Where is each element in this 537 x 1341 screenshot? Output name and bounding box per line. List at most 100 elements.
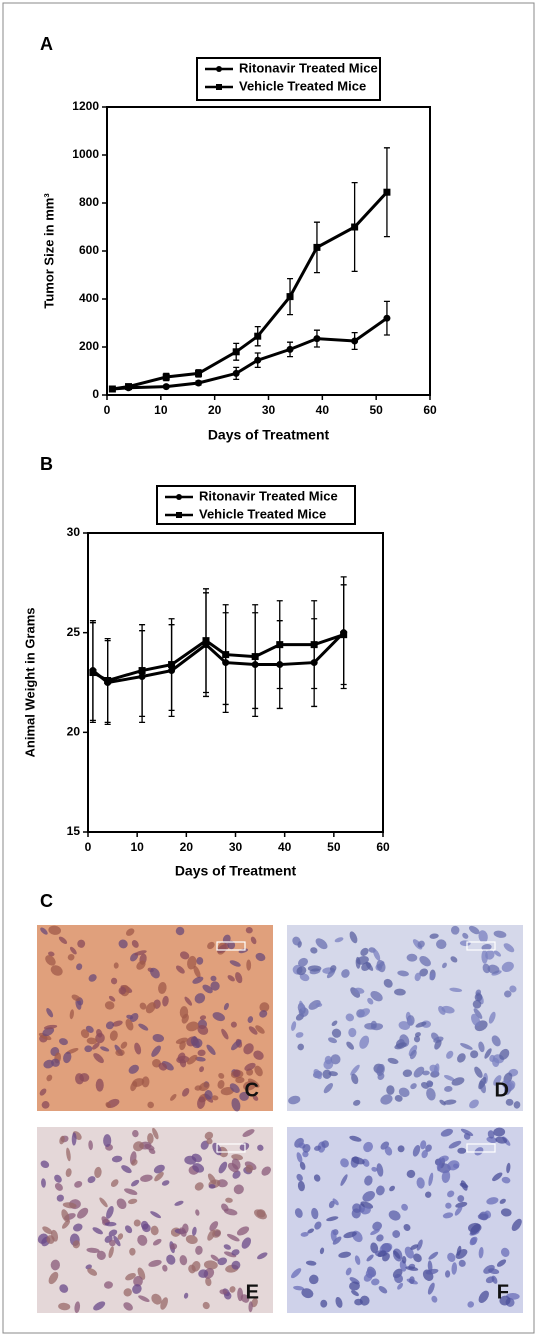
nucleus bbox=[50, 1058, 60, 1067]
nucleus bbox=[151, 1045, 161, 1057]
nucleus bbox=[295, 1032, 304, 1038]
y-tick-label: 15 bbox=[67, 824, 81, 838]
marker bbox=[310, 641, 318, 649]
nucleus bbox=[314, 1145, 322, 1151]
nucleus bbox=[364, 1175, 373, 1186]
nucleus bbox=[138, 1023, 149, 1031]
nucleus bbox=[125, 1018, 134, 1031]
nucleus bbox=[307, 965, 322, 972]
nucleus bbox=[160, 1297, 168, 1310]
nucleus bbox=[79, 1073, 90, 1082]
nucleus bbox=[88, 974, 97, 982]
nucleus bbox=[451, 1262, 458, 1275]
nucleus bbox=[315, 938, 328, 950]
nucleus bbox=[448, 1140, 462, 1149]
nucleus bbox=[492, 1172, 503, 1182]
nucleus bbox=[370, 991, 383, 1002]
nucleus bbox=[435, 939, 447, 949]
nucleus bbox=[73, 1223, 83, 1232]
nucleus bbox=[493, 1075, 502, 1086]
nucleus bbox=[191, 1260, 201, 1272]
nucleus bbox=[253, 1050, 264, 1060]
nucleus bbox=[350, 987, 361, 998]
nucleus bbox=[179, 951, 190, 960]
nucleus bbox=[421, 1149, 428, 1159]
nucleus bbox=[45, 955, 56, 966]
nucleus bbox=[50, 1259, 61, 1271]
nucleus bbox=[40, 1160, 50, 1168]
nucleus bbox=[420, 1082, 429, 1089]
nucleus bbox=[69, 946, 77, 955]
nucleus bbox=[148, 1259, 162, 1267]
nucleus bbox=[116, 1198, 127, 1210]
nucleus bbox=[191, 1153, 203, 1163]
nucleus bbox=[246, 959, 252, 971]
nucleus bbox=[458, 1259, 466, 1267]
nucleus bbox=[474, 1147, 484, 1156]
nucleus bbox=[308, 1000, 321, 1010]
nucleus bbox=[93, 1301, 106, 1311]
nucleus bbox=[398, 1087, 410, 1098]
nucleus bbox=[349, 1135, 362, 1142]
nucleus bbox=[454, 1205, 463, 1216]
nucleus bbox=[69, 1009, 74, 1020]
nucleus bbox=[485, 1276, 495, 1284]
nucleus bbox=[294, 1208, 303, 1218]
nucleus bbox=[95, 1078, 104, 1092]
nucleus bbox=[75, 998, 82, 1010]
nucleus bbox=[447, 1252, 456, 1262]
nucleus bbox=[302, 1144, 311, 1153]
nucleus bbox=[112, 1020, 123, 1027]
nucleus bbox=[493, 1127, 506, 1137]
nucleus bbox=[360, 1201, 374, 1209]
scale-bar bbox=[216, 941, 246, 951]
nucleus bbox=[505, 1098, 514, 1106]
marker bbox=[313, 243, 321, 251]
nucleus bbox=[392, 1230, 401, 1238]
nucleus bbox=[359, 1295, 370, 1306]
marker bbox=[195, 369, 203, 377]
nucleus bbox=[147, 1101, 154, 1109]
nucleus bbox=[376, 1163, 384, 1177]
y-tick-label: 200 bbox=[79, 339, 99, 353]
legend-label: Ritonavir Treated Mice bbox=[239, 60, 378, 75]
nucleus bbox=[488, 1268, 500, 1275]
x-tick-label: 0 bbox=[104, 403, 111, 417]
panel-label: C bbox=[40, 891, 53, 911]
marker bbox=[286, 345, 294, 353]
nucleus bbox=[231, 1039, 242, 1051]
nucleus bbox=[104, 1221, 117, 1227]
nucleus bbox=[232, 1170, 241, 1179]
nucleus bbox=[202, 1301, 210, 1310]
nucleus bbox=[499, 1048, 510, 1060]
micrograph bbox=[37, 1127, 273, 1314]
nucleus bbox=[179, 1227, 187, 1237]
nucleus bbox=[195, 1209, 200, 1216]
nucleus bbox=[51, 1229, 59, 1242]
nucleus bbox=[259, 1002, 270, 1012]
nucleus bbox=[367, 997, 374, 1005]
nucleus bbox=[397, 1145, 405, 1153]
nucleus bbox=[345, 1013, 354, 1022]
nucleus bbox=[105, 1102, 111, 1108]
nucleus bbox=[349, 931, 358, 944]
y-axis-label: Animal Weight in Grams bbox=[22, 607, 37, 757]
nucleus bbox=[370, 1228, 380, 1236]
y-tick-label: 1000 bbox=[72, 147, 99, 161]
nucleus bbox=[433, 1063, 440, 1076]
nucleus bbox=[470, 1237, 477, 1245]
nucleus bbox=[255, 952, 266, 962]
nucleus bbox=[87, 1268, 98, 1276]
nucleus bbox=[223, 1002, 229, 1011]
nucleus bbox=[233, 1069, 241, 1077]
nucleus bbox=[210, 981, 220, 991]
nucleus bbox=[351, 1156, 365, 1165]
nucleus bbox=[170, 1243, 178, 1250]
nucleus bbox=[406, 1169, 416, 1178]
nucleus bbox=[131, 940, 139, 948]
image-label: F bbox=[497, 1281, 509, 1303]
nucleus bbox=[150, 967, 160, 979]
nucleus bbox=[460, 1180, 468, 1191]
nucleus bbox=[401, 1203, 408, 1211]
nucleus bbox=[478, 1290, 489, 1304]
